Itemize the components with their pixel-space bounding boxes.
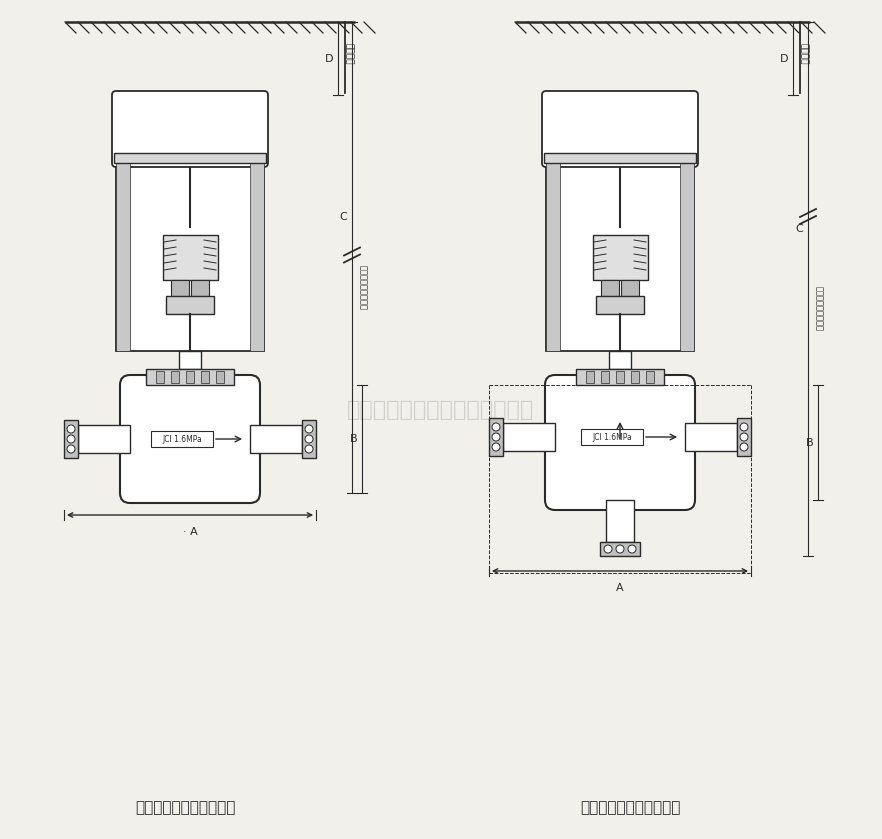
Bar: [171, 371, 179, 383]
Bar: [146, 369, 234, 385]
Bar: [609, 351, 631, 369]
Bar: [606, 500, 634, 542]
Text: 顶留尺寸: 顶留尺寸: [799, 43, 808, 65]
Bar: [593, 235, 648, 280]
Bar: [302, 420, 316, 458]
Circle shape: [305, 435, 313, 443]
Bar: [586, 371, 594, 383]
Circle shape: [604, 545, 612, 553]
Text: 顶留尺寸: 顶留尺寸: [344, 43, 353, 65]
Bar: [576, 369, 664, 385]
Circle shape: [492, 433, 500, 441]
Bar: [680, 163, 694, 351]
Circle shape: [305, 445, 313, 453]
Circle shape: [67, 435, 75, 443]
Bar: [581, 429, 643, 445]
Text: A: A: [617, 583, 624, 593]
Circle shape: [628, 545, 636, 553]
Bar: [64, 420, 78, 458]
Circle shape: [67, 425, 75, 433]
Bar: [546, 163, 694, 351]
Bar: [250, 425, 302, 453]
Bar: [201, 371, 209, 383]
Text: B: B: [350, 434, 358, 444]
Bar: [489, 418, 503, 456]
Bar: [503, 423, 555, 451]
Bar: [151, 431, 213, 447]
Bar: [596, 296, 644, 314]
Text: 图一、二通阀外形尺寸图: 图一、二通阀外形尺寸图: [135, 800, 235, 816]
Bar: [250, 163, 264, 351]
Bar: [601, 371, 609, 383]
Text: B: B: [806, 437, 814, 447]
Bar: [631, 371, 639, 383]
Text: D: D: [780, 54, 789, 64]
Bar: [616, 371, 624, 383]
Bar: [646, 371, 654, 383]
Bar: [191, 280, 209, 296]
FancyBboxPatch shape: [112, 91, 268, 167]
Circle shape: [492, 423, 500, 431]
Bar: [600, 542, 640, 556]
Bar: [601, 280, 619, 296]
Circle shape: [740, 423, 748, 431]
Bar: [179, 351, 201, 369]
Text: 阀与驱动器安装尺寸: 阀与驱动器安装尺寸: [358, 265, 367, 310]
FancyBboxPatch shape: [120, 375, 260, 503]
Text: JCI 1.6MPa: JCI 1.6MPa: [592, 432, 632, 441]
Bar: [737, 418, 751, 456]
Text: C: C: [796, 224, 803, 234]
Bar: [116, 163, 130, 351]
Circle shape: [305, 425, 313, 433]
Bar: [186, 371, 194, 383]
Circle shape: [492, 443, 500, 451]
Bar: [78, 425, 130, 453]
Text: 图二、三通阀外形尺寸图: 图二、三通阀外形尺寸图: [579, 800, 680, 816]
Circle shape: [616, 545, 624, 553]
Text: 上海通达机电工程股份有限公司: 上海通达机电工程股份有限公司: [348, 400, 534, 420]
Bar: [216, 371, 224, 383]
Text: JCI 1.6MPa: JCI 1.6MPa: [162, 435, 202, 444]
Circle shape: [67, 445, 75, 453]
Bar: [685, 423, 737, 451]
Bar: [546, 163, 560, 351]
Bar: [171, 280, 189, 296]
Bar: [166, 296, 214, 314]
Bar: [114, 153, 266, 163]
Text: 阀与驱动器安装尺寸: 阀与驱动器安装尺寸: [814, 286, 823, 331]
Bar: [621, 280, 639, 296]
Text: D: D: [325, 54, 333, 64]
FancyBboxPatch shape: [545, 375, 695, 510]
Circle shape: [740, 433, 748, 441]
Circle shape: [740, 443, 748, 451]
Bar: [116, 163, 264, 351]
Text: · A: · A: [183, 527, 198, 537]
Bar: [163, 235, 218, 280]
Bar: [544, 153, 696, 163]
Text: C: C: [339, 212, 347, 222]
FancyBboxPatch shape: [542, 91, 698, 167]
Bar: [156, 371, 164, 383]
